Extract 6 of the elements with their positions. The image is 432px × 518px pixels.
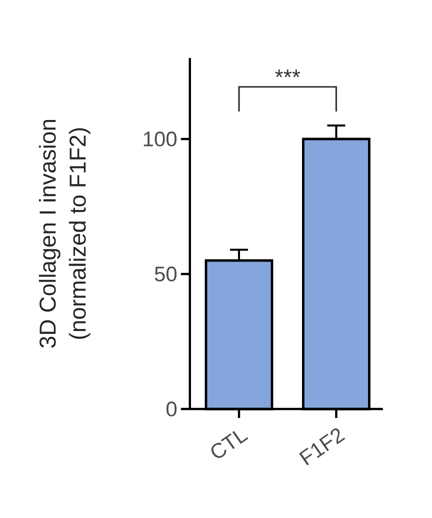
y-tick-label: 100 bbox=[144, 132, 177, 146]
y-axis-title: 3D Collagen I invasion (normalized to F1F2) bbox=[38, 120, 90, 348]
y-tick-label: 0 bbox=[166, 402, 177, 416]
x-tick-label: CTL bbox=[211, 430, 248, 458]
annotation: *** bbox=[275, 70, 300, 78]
y-tick-label: 50 bbox=[154, 266, 177, 282]
